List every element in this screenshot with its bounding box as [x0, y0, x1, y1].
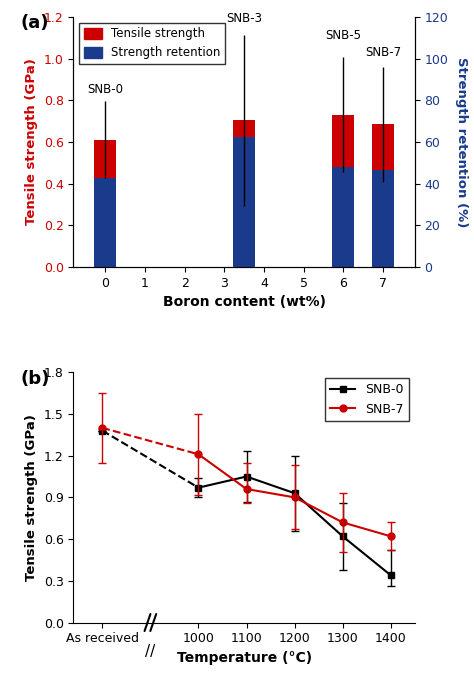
- SNB-7: [244, 485, 249, 493]
- Text: SNB-3: SNB-3: [226, 12, 262, 25]
- SNB-7: [292, 493, 297, 501]
- SNB-7: [388, 532, 393, 540]
- Y-axis label: Strength retention (%): Strength retention (%): [455, 57, 468, 227]
- Text: (b): (b): [20, 369, 50, 388]
- Bar: [233, 137, 255, 267]
- SNB-0: [292, 489, 297, 497]
- Bar: [372, 170, 394, 267]
- Legend: SNB-0, SNB-7: SNB-0, SNB-7: [325, 378, 409, 421]
- Text: //: //: [145, 644, 155, 659]
- X-axis label: Boron content (wt%): Boron content (wt%): [163, 295, 326, 310]
- SNB-0: [340, 532, 346, 540]
- Y-axis label: Tensile strength (GPa): Tensile strength (GPa): [25, 414, 38, 581]
- SNB-7: [340, 518, 346, 526]
- SNB-0: [196, 484, 201, 492]
- Bar: [94, 178, 116, 267]
- Line: SNB-7: SNB-7: [195, 451, 394, 540]
- Bar: [233, 120, 255, 137]
- SNB-0: [388, 571, 393, 579]
- SNB-0: [244, 472, 249, 481]
- Bar: [94, 140, 116, 178]
- Legend: Tensile strength, Strength retention: Tensile strength, Strength retention: [79, 23, 225, 64]
- Text: SNB-5: SNB-5: [325, 29, 361, 42]
- Text: SNB-0: SNB-0: [87, 83, 123, 96]
- Y-axis label: Tensile strength (GPa): Tensile strength (GPa): [25, 59, 38, 225]
- Bar: [332, 115, 354, 167]
- Line: SNB-0: SNB-0: [195, 473, 394, 579]
- X-axis label: Temperature (°C): Temperature (°C): [176, 651, 312, 665]
- Text: SNB-7: SNB-7: [365, 46, 401, 59]
- Bar: [332, 167, 354, 267]
- Text: (a): (a): [20, 14, 49, 32]
- SNB-7: [196, 450, 201, 458]
- Bar: [372, 125, 394, 170]
